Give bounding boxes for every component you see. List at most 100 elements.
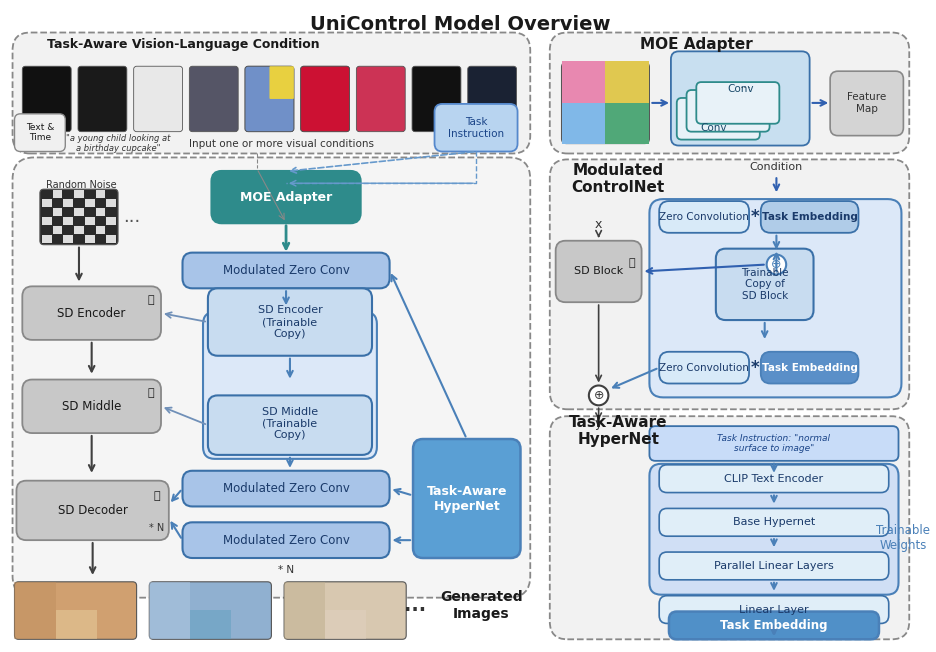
FancyBboxPatch shape [549, 33, 909, 153]
Bar [64, 199, 73, 207]
Bar [606, 61, 650, 103]
FancyBboxPatch shape [12, 33, 531, 153]
FancyBboxPatch shape [650, 199, 901, 397]
Bar [52, 208, 63, 216]
Text: SD Block: SD Block [574, 267, 623, 276]
Bar [14, 582, 55, 640]
FancyBboxPatch shape [17, 481, 168, 540]
FancyBboxPatch shape [659, 201, 749, 233]
Bar [562, 61, 606, 103]
Text: Modulated Zero Conv: Modulated Zero Conv [223, 533, 349, 546]
Text: Task-Aware
HyperNet: Task-Aware HyperNet [427, 484, 507, 512]
Text: Input one or more visual conditions: Input one or more visual conditions [189, 139, 373, 149]
FancyBboxPatch shape [203, 312, 377, 459]
Bar [74, 226, 84, 234]
Text: ⊕: ⊕ [771, 258, 782, 271]
Text: 🔒: 🔒 [148, 389, 154, 398]
FancyBboxPatch shape [14, 114, 66, 151]
FancyBboxPatch shape [22, 67, 71, 132]
Text: Zero Convolution: Zero Convolution [659, 212, 749, 222]
Text: Random Noise: Random Noise [46, 180, 116, 190]
FancyBboxPatch shape [212, 171, 360, 223]
Text: Conv: Conv [701, 123, 727, 133]
Bar [107, 235, 116, 243]
FancyBboxPatch shape [650, 426, 899, 461]
Text: * N: * N [150, 524, 165, 533]
Bar [42, 235, 51, 243]
Bar [64, 235, 73, 243]
FancyBboxPatch shape [22, 379, 161, 433]
Text: * N: * N [278, 565, 294, 575]
Text: Linear Layer: Linear Layer [739, 604, 809, 615]
Text: MOE Adapter: MOE Adapter [240, 190, 332, 203]
Text: *: * [751, 208, 759, 226]
Text: Task Embedding: Task Embedding [762, 212, 857, 222]
Bar [52, 190, 63, 198]
FancyBboxPatch shape [150, 582, 271, 640]
Text: Modulated
ControlNet: Modulated ControlNet [572, 163, 665, 196]
FancyBboxPatch shape [434, 104, 518, 151]
FancyBboxPatch shape [300, 67, 349, 132]
Bar [325, 610, 366, 640]
Text: Condition: Condition [750, 162, 803, 172]
Text: Task Embedding: Task Embedding [720, 619, 827, 632]
FancyBboxPatch shape [14, 582, 137, 640]
Circle shape [767, 255, 786, 274]
Text: SD Middle: SD Middle [62, 400, 122, 413]
Text: SD Encoder: SD Encoder [57, 306, 125, 319]
Text: Zero Convolution: Zero Convolution [659, 363, 749, 373]
Text: UniControl Model Overview: UniControl Model Overview [310, 15, 610, 34]
Text: 🔒: 🔒 [148, 295, 154, 305]
Text: x: x [595, 218, 603, 231]
FancyBboxPatch shape [556, 241, 641, 303]
Text: CLIP Text Encoder: CLIP Text Encoder [724, 474, 824, 484]
FancyBboxPatch shape [40, 189, 118, 244]
FancyBboxPatch shape [413, 439, 520, 558]
Bar [85, 217, 95, 225]
Bar [85, 199, 95, 207]
Text: Trainable
Copy of
SD Block: Trainable Copy of SD Block [741, 268, 788, 301]
Bar [42, 199, 51, 207]
Bar [42, 217, 51, 225]
Text: *: * [751, 359, 759, 377]
FancyBboxPatch shape [468, 67, 517, 132]
Text: Generated
Images: Generated Images [440, 591, 522, 621]
Text: Base Hypernet: Base Hypernet [733, 517, 815, 527]
Bar [55, 610, 96, 640]
Text: MOE Adapter: MOE Adapter [640, 37, 753, 52]
FancyBboxPatch shape [677, 98, 760, 140]
FancyBboxPatch shape [134, 67, 183, 132]
Text: Trainable
Weights: Trainable Weights [876, 524, 930, 552]
Bar [606, 102, 650, 143]
Text: Parallel Linear Layers: Parallel Linear Layers [714, 561, 834, 571]
Text: 🔒: 🔒 [629, 258, 636, 267]
Text: SD Decoder: SD Decoder [58, 504, 127, 517]
Bar [64, 217, 73, 225]
Text: Conv: Conv [727, 84, 753, 94]
Text: ⊕: ⊕ [593, 389, 604, 402]
FancyBboxPatch shape [357, 67, 405, 132]
Text: Task-Aware Vision-Language Condition: Task-Aware Vision-Language Condition [47, 38, 320, 51]
FancyBboxPatch shape [22, 286, 161, 340]
Text: ...: ... [124, 208, 140, 226]
FancyBboxPatch shape [12, 157, 531, 598]
Bar [95, 190, 106, 198]
Bar [95, 208, 106, 216]
Bar [285, 582, 325, 640]
Bar [74, 208, 84, 216]
FancyBboxPatch shape [208, 395, 372, 455]
FancyBboxPatch shape [659, 465, 889, 492]
FancyBboxPatch shape [285, 582, 406, 640]
Circle shape [589, 385, 608, 406]
FancyBboxPatch shape [183, 471, 389, 507]
FancyBboxPatch shape [659, 596, 889, 623]
Text: Text &
Time: Text & Time [25, 123, 54, 142]
Text: y: y [595, 417, 603, 430]
FancyBboxPatch shape [659, 352, 749, 383]
Text: Task-Aware
HyperNet: Task-Aware HyperNet [569, 415, 667, 447]
FancyBboxPatch shape [686, 90, 769, 132]
FancyBboxPatch shape [183, 252, 389, 288]
FancyBboxPatch shape [669, 612, 879, 640]
FancyBboxPatch shape [245, 67, 294, 132]
Bar [107, 199, 116, 207]
